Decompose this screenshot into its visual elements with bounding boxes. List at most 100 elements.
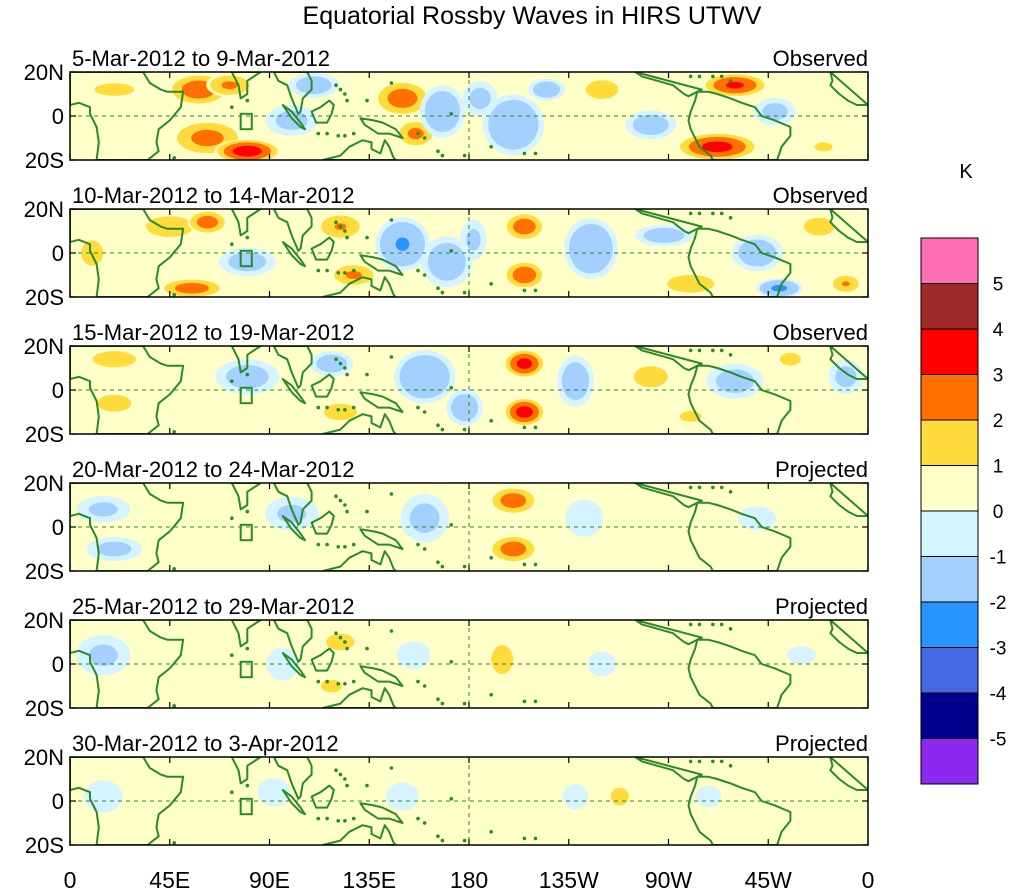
island [389, 766, 394, 770]
island [325, 405, 329, 410]
coastlines [70, 483, 868, 575]
panel-status: Observed [773, 183, 868, 208]
panel-period: 15-Mar-2012 to 19-Mar-2012 [72, 320, 354, 345]
island [440, 427, 445, 432]
island [533, 425, 538, 430]
island [422, 136, 427, 140]
coastlines [70, 757, 868, 845]
anomaly-contour [469, 87, 491, 109]
panel-1: 20N 0 20S 5-Mar-2012 to 9-Mar-2012 Observed [24, 46, 869, 173]
anomaly-contour [518, 222, 531, 231]
island [697, 759, 702, 764]
coastlines [70, 72, 868, 160]
anomaly-contour [835, 366, 857, 388]
panel-period: 30-Mar-2012 to 3-Apr-2012 [72, 731, 339, 756]
island [389, 218, 394, 222]
colorbar-label: 1 [993, 457, 1004, 478]
island [190, 571, 194, 575]
island [533, 699, 538, 704]
colorbar: K 5 4 3 2 1 0 -1 -2 -3 -4 -5 [920, 161, 1007, 785]
coastline [230, 346, 262, 374]
reference-box [239, 112, 253, 131]
coastline [310, 99, 335, 124]
island [719, 348, 724, 353]
coastline [272, 620, 313, 663]
island [334, 83, 338, 87]
anomaly-contour [188, 514, 218, 540]
coastline [634, 209, 703, 235]
anomaly-contour [643, 227, 685, 243]
anomaly-contour [396, 94, 409, 103]
x-tick-label: 180 [450, 867, 488, 890]
y-tick-label: 20S [25, 696, 64, 721]
anomaly-contour [320, 679, 343, 693]
anomaly-contour [749, 247, 765, 259]
anomaly-contour [787, 646, 816, 665]
y-tick-label: 20N [24, 334, 64, 359]
y-tick-label: 0 [52, 515, 64, 540]
y-tick-label: 0 [52, 378, 64, 403]
anomaly-contour [541, 86, 553, 93]
island [688, 211, 693, 216]
anomaly-contour [241, 149, 254, 154]
coastlines [70, 346, 868, 438]
y-tick-label: 20N [24, 471, 64, 496]
colorbar-swatch [920, 556, 979, 603]
island [489, 419, 493, 423]
island [334, 220, 338, 224]
panel-6: 20N 0 20S 30-Mar-2012 to 3-Apr-2012 Projecte… [24, 731, 869, 858]
x-tick-label: 0 [64, 867, 77, 890]
island [462, 838, 467, 843]
anomaly-contour [841, 281, 850, 287]
island [351, 405, 356, 410]
anomaly-contour [189, 84, 208, 95]
island [711, 74, 715, 79]
island [440, 564, 445, 569]
coastline [70, 209, 185, 297]
anomaly-contour [172, 785, 198, 808]
panel-status: Projected [775, 731, 868, 756]
island [440, 838, 445, 843]
island [334, 357, 338, 362]
colorbar-label: 0 [993, 502, 1004, 523]
island [389, 629, 394, 633]
island [533, 151, 538, 156]
colorbar-swatch [920, 283, 979, 330]
anomaly-contour [191, 129, 224, 147]
island [416, 405, 420, 410]
anomaly-contour [695, 785, 722, 808]
island [416, 679, 420, 684]
island [436, 286, 440, 291]
coastline [70, 72, 185, 160]
island [697, 485, 702, 490]
island [697, 74, 702, 79]
island [336, 819, 341, 823]
coastline [230, 757, 262, 785]
panel-period: 10-Mar-2012 to 14-Mar-2012 [72, 183, 354, 208]
anomaly-contour [228, 252, 267, 272]
coastline [310, 647, 335, 672]
x-tick-label: 45W [745, 867, 793, 890]
coastline [687, 90, 792, 160]
anomaly-contour [406, 361, 443, 393]
y-tick-label: 20N [24, 745, 64, 770]
colorbar-label: -1 [990, 548, 1007, 569]
x-tick-label: 135E [342, 867, 396, 890]
anomaly-contour [565, 499, 604, 538]
island [533, 836, 538, 841]
island [449, 797, 454, 801]
island [389, 355, 394, 359]
island [343, 777, 347, 781]
island [711, 759, 715, 764]
island [245, 783, 250, 788]
island [436, 697, 440, 701]
colorbar-label: -3 [990, 639, 1007, 660]
island [436, 423, 440, 428]
anomaly-contour [347, 539, 370, 550]
coastline [321, 824, 397, 845]
island [522, 699, 527, 704]
island [325, 679, 329, 684]
anomaly-contour [633, 366, 668, 388]
island [190, 434, 194, 438]
island [422, 684, 427, 688]
